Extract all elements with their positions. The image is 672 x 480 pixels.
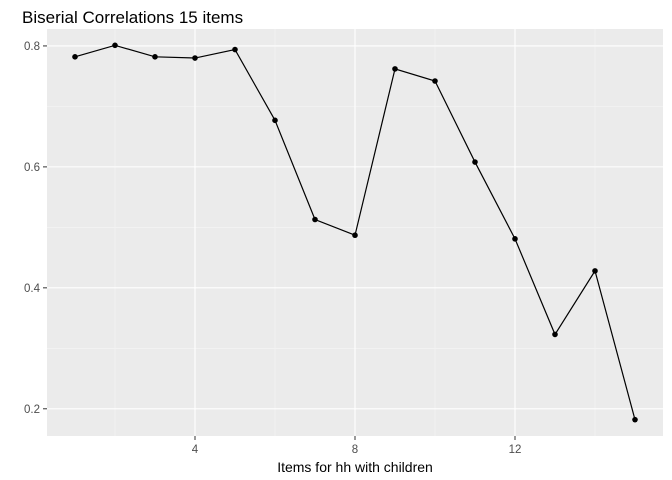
y-axis: 0.2 0.4 0.6 0.8: [24, 41, 47, 416]
data-point: [472, 159, 478, 165]
data-point: [312, 216, 318, 223]
x-tick-label: 12: [509, 444, 522, 456]
y-tick-label: 0.4: [24, 283, 41, 295]
data-point: [552, 331, 558, 338]
data-point: [272, 117, 278, 124]
data-point: [432, 78, 438, 84]
series-points: [72, 42, 638, 423]
data-point: [72, 54, 78, 60]
y-tick-label: 0.2: [24, 404, 40, 416]
x-axis-title: Items for hh with children: [277, 459, 433, 475]
grid-major: [47, 29, 663, 436]
x-axis: 4 8 12: [192, 436, 522, 456]
chart-title: Biserial Correlations 15 items: [22, 8, 243, 27]
data-point: [392, 66, 398, 72]
y-tick-label: 0.8: [24, 41, 40, 53]
x-tick-label: 8: [352, 444, 358, 456]
data-point: [192, 55, 198, 61]
y-tick-label: 0.6: [24, 162, 40, 174]
data-point: [232, 46, 238, 53]
data-point: [152, 54, 158, 60]
data-point: [512, 236, 518, 242]
data-point: [592, 268, 598, 274]
data-point: [352, 232, 358, 239]
data-point: [632, 416, 638, 423]
x-tick-label: 4: [192, 444, 199, 456]
data-point: [112, 42, 118, 49]
